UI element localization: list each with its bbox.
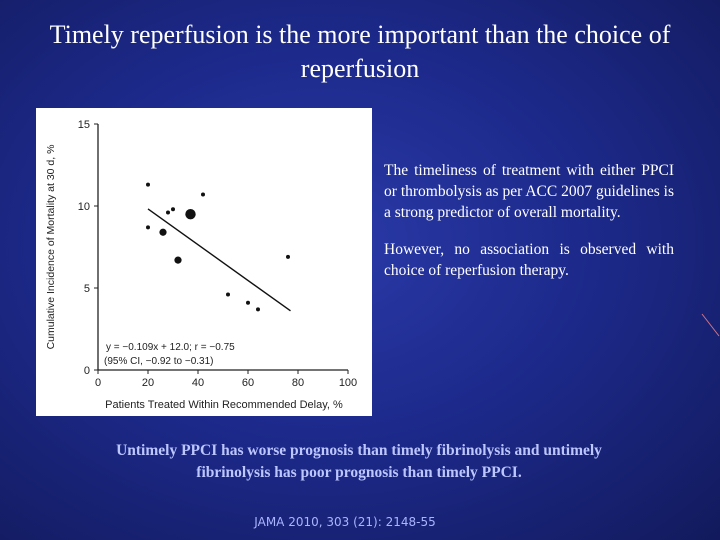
title-line-1: Timely reperfusion is the more important… (49, 20, 671, 49)
description-paragraph-2: However, no association is observed with… (384, 241, 674, 279)
y-axis-label: Cumulative Incidence of Mortality at 30 … (45, 145, 57, 350)
data-point (146, 225, 150, 230)
data-point (246, 300, 250, 305)
y-tick-label: 5 (84, 283, 90, 295)
data-point (226, 292, 230, 297)
data-point (159, 228, 167, 236)
key-message-line-1: Untimely PPCI has worse prognosis than t… (116, 442, 602, 459)
scatter-chart: Cumulative Incidence of Mortality at 30 … (45, 119, 357, 411)
regression-annotation-line-1: y = −0.109x + 12.0; r = −0.75 (106, 342, 235, 353)
scatter-figure: Cumulative Incidence of Mortality at 30 … (36, 108, 372, 416)
x-axis-label: Patients Treated Within Recommended Dela… (105, 399, 343, 411)
key-message: Untimely PPCI has worse prognosis than t… (54, 440, 664, 484)
description: The timeliness of treatment with either … (384, 160, 674, 297)
x-tick-label: 40 (192, 377, 204, 389)
data-point (171, 207, 175, 212)
data-point (174, 256, 182, 264)
data-point (286, 254, 290, 259)
data-point (256, 307, 260, 312)
data-point (185, 209, 196, 220)
title-line-2: reperfusion (300, 54, 420, 83)
y-tick-label: 15 (78, 119, 90, 131)
x-tick-label: 80 (292, 377, 304, 389)
data-point (146, 182, 150, 187)
decorative-line (701, 313, 720, 337)
regression-line (147, 208, 291, 312)
x-tick-label: 20 (142, 377, 154, 389)
key-message-line-2: fibrinolysis has poor prognosis than tim… (196, 464, 522, 481)
citation: JAMA 2010, 303 (21): 2148-55 (254, 515, 436, 529)
x-tick-label: 100 (339, 377, 357, 389)
description-paragraph-1: The timeliness of treatment with either … (384, 162, 674, 221)
x-tick-label: 0 (95, 377, 101, 389)
x-tick-label: 60 (242, 377, 254, 389)
data-point (201, 192, 205, 197)
y-tick-label: 0 (84, 365, 90, 377)
y-tick-label: 10 (78, 201, 90, 213)
regression-annotation-line-2: (95% CI, −0.92 to −0.31) (104, 356, 214, 367)
data-point (166, 210, 170, 215)
slide-title: Timely reperfusion is the more important… (0, 18, 720, 86)
